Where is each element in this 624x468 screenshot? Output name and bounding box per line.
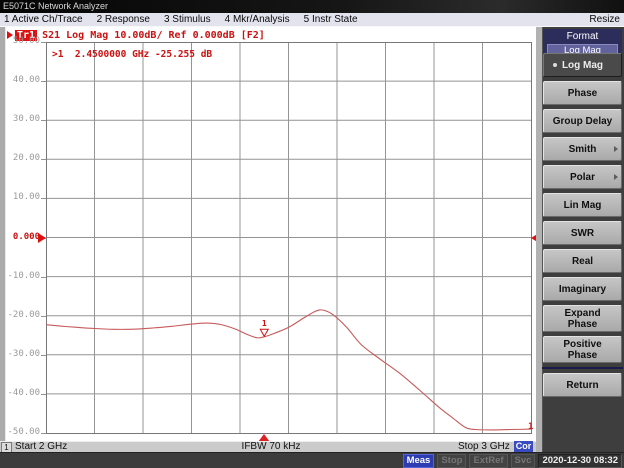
measurement-grid: 1 (46, 42, 532, 434)
trace-format-text: S21 Log Mag 10.00dB/ Ref 0.000dB [F2] (42, 29, 265, 41)
datetime-display: 2020-12-30 08:32 (538, 454, 622, 468)
y-tick-label: -50.00 (7, 427, 40, 437)
ifbw-readout: IFBW 70 kHz (241, 441, 301, 452)
softkey-group-delay[interactable]: Group Delay (543, 109, 622, 133)
stimulus-status-bar: 1 Start 2 GHz IFBW 70 kHz Stop 3 GHz Cor… (0, 441, 542, 454)
softkey-divider (542, 367, 623, 369)
softkey-sidebar: Format Log Mag Log Mag Phase Group Delay Sm… (536, 27, 624, 452)
softkey-polar[interactable]: Polar (543, 165, 622, 189)
menu-title: Format (566, 31, 599, 42)
plot-panel (0, 27, 536, 452)
ref-level-arrow-right-icon (531, 233, 539, 243)
stop-status-badge: Stop (437, 454, 467, 468)
y-tick-label: 20.00 (12, 153, 40, 164)
menu-bar: 1 Active Ch/Trace 2 Response 3 Stimulus 4 M… (0, 13, 624, 27)
submenu-arrow-icon (614, 174, 618, 180)
y-tick-mark (41, 42, 46, 43)
y-tick-label: -10.00 (7, 270, 40, 281)
y-tick-mark (41, 120, 46, 122)
softkey-phase[interactable]: Phase (543, 81, 622, 105)
trace-end-number: 1 (528, 422, 534, 433)
y-tick-label: 40.00 (12, 75, 40, 86)
softkey-swr[interactable]: SWR (543, 221, 622, 245)
y-tick-mark (41, 198, 46, 200)
selected-bullet-icon (553, 63, 557, 67)
left-edge-strip (0, 27, 6, 441)
y-tick-mark (41, 393, 46, 395)
softkey-imaginary[interactable]: Imaginary (543, 277, 622, 301)
softkey-positive-phase[interactable]: Positive Phase (543, 336, 622, 363)
title-bar: E5071C Network Analyzer (0, 0, 624, 13)
svc-status-badge: Svc (510, 454, 536, 468)
softkey-list: Log Mag Phase Group Delay Smith Polar Lin Mag… (542, 53, 623, 397)
window-title: E5071C Network Analyzer (3, 1, 109, 11)
stop-frequency: Stop 3 GHz (458, 441, 510, 452)
y-tick-label: 50.00 (12, 36, 40, 46)
softkey-lin-mag[interactable]: Lin Mag (543, 193, 622, 217)
softkey-log-mag[interactable]: Log Mag (543, 53, 622, 77)
menu-items: 1 Active Ch/Trace 2 Response 3 Stimulus 4 M… (4, 14, 358, 25)
extref-status-badge: ExtRef (469, 454, 508, 468)
y-tick-mark (41, 354, 46, 356)
marker-readout: >1 2.4500000 GHz -25.255 dB (52, 49, 213, 60)
y-tick-mark (41, 315, 46, 317)
marker-1-number: 1 (262, 319, 267, 328)
stop-frequency-group: Stop 3 GHz Cor ! (458, 441, 540, 452)
system-status-bar: Meas Stop ExtRef Svc 2020-12-30 08:32 (0, 452, 624, 468)
y-tick-mark (41, 159, 46, 161)
stimulus-marker-triangle-icon (258, 434, 271, 442)
y-tick-label: -30.00 (7, 348, 40, 359)
menu-item-4[interactable]: 4 Mkr/Analysis (224, 14, 290, 25)
softkey-return[interactable]: Return (543, 373, 622, 397)
start-frequency: Start 2 GHz (15, 441, 68, 452)
softkey-scrollbar[interactable] (536, 27, 543, 452)
y-tick-label: 30.00 (12, 114, 40, 125)
softkey-real[interactable]: Real (543, 249, 622, 273)
y-tick-label: 0.000 (12, 231, 40, 242)
y-tick-mark (41, 276, 46, 278)
trace-number-badge: Tr1 (15, 29, 38, 41)
s21-trace (46, 309, 532, 431)
ref-level-arrow-left-icon (38, 233, 46, 243)
submenu-arrow-icon (614, 146, 618, 152)
menu-item-1[interactable]: 1 Active Ch/Trace (4, 14, 83, 25)
menu-item-3[interactable]: 3 Stimulus (163, 14, 211, 25)
resize-button[interactable]: Resize (589, 14, 620, 25)
y-tick-label: -40.00 (7, 387, 40, 398)
y-tick-label: -20.00 (7, 309, 40, 320)
y-tick-label: 10.00 (12, 192, 40, 203)
correction-badge: Cor (513, 441, 534, 452)
meas-status-badge: Meas (402, 454, 435, 468)
softkey-smith[interactable]: Smith (543, 137, 622, 161)
marker-1-icon (259, 328, 270, 338)
active-trace-arrow-icon (7, 31, 13, 39)
menu-item-2[interactable]: 2 Response (96, 14, 150, 25)
softkey-expand-phase[interactable]: Expand Phase (543, 305, 622, 332)
y-tick-mark (41, 433, 46, 434)
trace-header: Tr1 S21 Log Mag 10.00dB/ Ref 0.000dB [F2… (7, 29, 265, 41)
menu-item-5[interactable]: 5 Instr State (303, 14, 358, 25)
y-tick-mark (41, 81, 46, 83)
